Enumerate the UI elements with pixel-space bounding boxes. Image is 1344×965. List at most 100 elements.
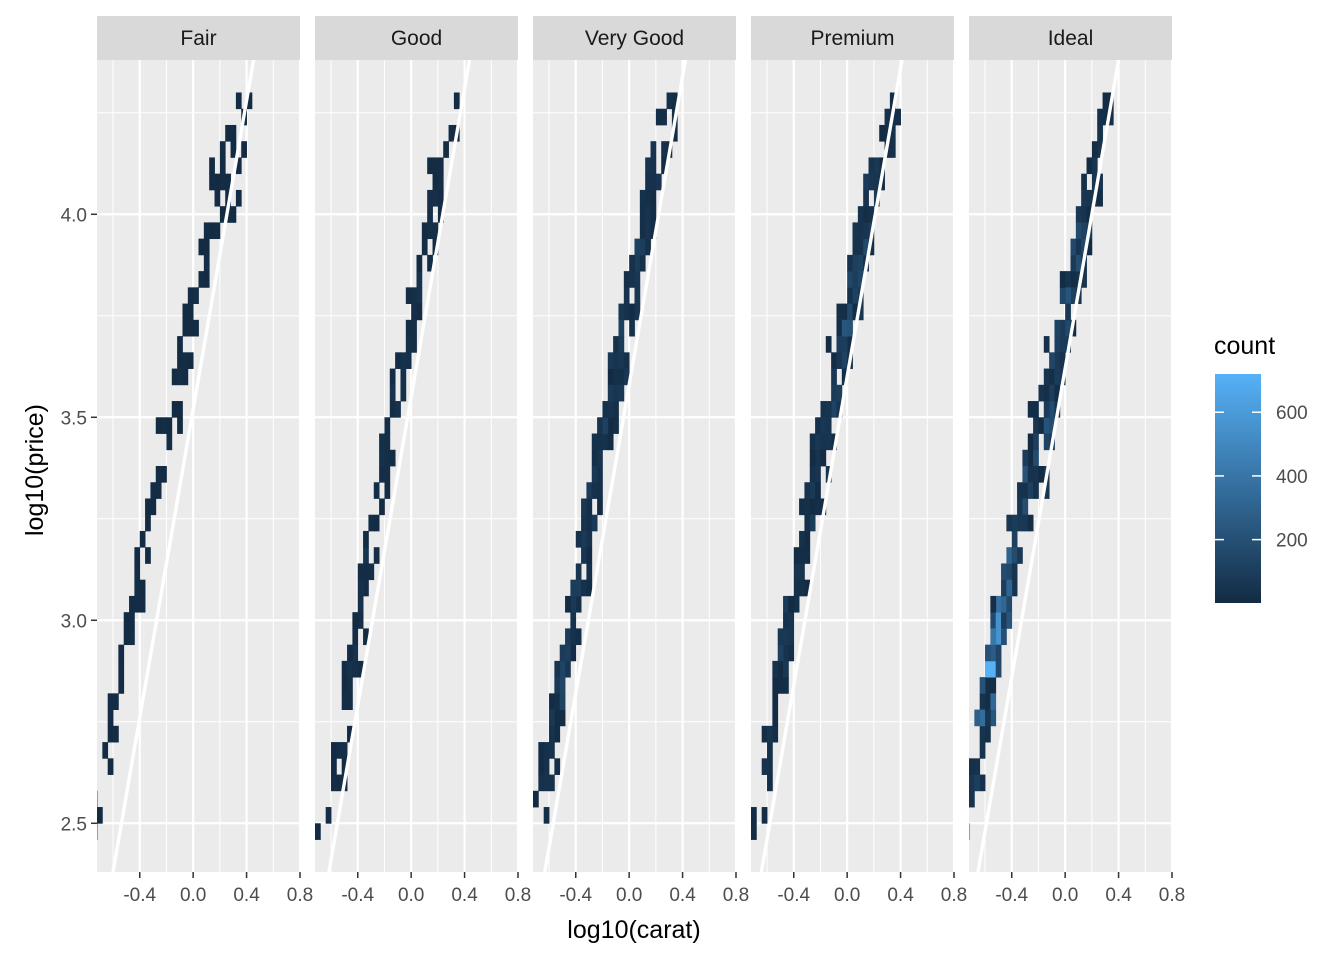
heatmap-tile (820, 401, 827, 418)
heatmap-tile (639, 238, 646, 256)
heatmap-tile (559, 677, 566, 694)
heatmap-tile (783, 677, 789, 694)
heatmap-tile (655, 108, 662, 126)
heatmap-tile (384, 466, 391, 483)
heatmap-tile (623, 368, 630, 386)
heatmap-tile (772, 709, 779, 727)
heatmap-tile (341, 758, 348, 775)
heatmap-tile (777, 628, 784, 646)
heatmap-tile (1065, 319, 1071, 337)
heatmap-tile (432, 222, 439, 240)
heatmap-tile (373, 482, 380, 499)
heatmap-tile (772, 677, 779, 694)
heatmap-tile (1006, 579, 1013, 597)
heatmap-tile (118, 677, 125, 694)
facet-strip-label: Good (391, 27, 442, 50)
heatmap-tile (389, 368, 396, 386)
heatmap-tile (379, 449, 385, 467)
heatmap-tile (139, 595, 146, 613)
heatmap-tile (554, 709, 561, 727)
heatmap-tile (384, 433, 391, 451)
heatmap-tile (597, 498, 603, 516)
heatmap-tile (357, 612, 364, 629)
heatmap-tile (416, 271, 423, 288)
heatmap-tile (123, 612, 130, 629)
heatmap-tile (1001, 628, 1007, 646)
heatmap-tile (868, 173, 875, 191)
heatmap-tile (379, 498, 385, 516)
heatmap-tile (979, 725, 986, 743)
heatmap-tile (645, 222, 651, 240)
heatmap-tile (1075, 271, 1082, 288)
y-tick-label: 4.0 (61, 205, 87, 226)
heatmap-tile (357, 660, 364, 678)
heatmap-tile (1070, 287, 1077, 304)
heatmap-tile (405, 352, 412, 369)
heatmap-tile (889, 124, 896, 142)
heatmap-tile (363, 547, 369, 564)
heatmap-tile (1001, 563, 1007, 581)
heatmap-tile (400, 352, 407, 369)
heatmap-tile (182, 303, 189, 321)
heatmap-tile (990, 644, 997, 662)
heatmap-tile (836, 303, 843, 321)
heatmap-tile (767, 758, 773, 775)
heatmap-tile (1065, 271, 1071, 288)
heatmap-tile (97, 790, 98, 808)
heatmap-tile (607, 433, 614, 451)
heatmap-tile (804, 579, 811, 597)
heatmap-tile (129, 595, 135, 613)
heatmap-tile (613, 417, 619, 434)
heatmap-tile (804, 514, 811, 532)
heatmap-tile (852, 254, 859, 272)
x-axis-title: log10(carat) (567, 916, 700, 944)
heatmap-tile (389, 401, 396, 418)
heatmap-tile (799, 498, 805, 516)
heatmap-tile (411, 287, 417, 304)
heatmap-tile (581, 530, 587, 548)
heatmap-tile (597, 449, 603, 467)
heatmap-tile (1097, 108, 1103, 126)
facet-panel-ideal: Ideal -0.4 0.0 0.4 0.8 (969, 16, 1185, 906)
heatmap-tile (1091, 141, 1098, 158)
heatmap-tile (357, 563, 364, 581)
heatmap-tile (443, 141, 449, 158)
facet-strip (315, 16, 518, 60)
heatmap-tile (857, 238, 864, 256)
heatmap-tile (985, 709, 991, 727)
facet-strip-label: Premium (810, 27, 894, 50)
heatmap-tile (341, 677, 348, 694)
heatmap-tile (1027, 466, 1034, 483)
heatmap-tile (607, 368, 614, 386)
facet-panel-premium: Premium -0.4 0.0 0.4 0.8 (751, 16, 967, 906)
heatmap-tile (107, 693, 114, 710)
heatmap-tile (1049, 401, 1055, 418)
heatmap-tile (1022, 449, 1029, 467)
x-tick-label: -0.4 (341, 885, 374, 906)
heatmap-tile (655, 173, 662, 191)
heatmap-tile (352, 612, 359, 629)
heatmap-tile (1001, 579, 1007, 597)
heatmap-tile (448, 124, 455, 142)
heatmap-tile (230, 124, 237, 142)
heatmap-tile (852, 238, 859, 256)
heatmap-tile (671, 92, 678, 110)
facet-strip (533, 16, 736, 60)
heatmap-tile (352, 628, 359, 646)
heatmap-tile (645, 206, 651, 223)
heatmap-tile (575, 530, 582, 548)
heatmap-tile (820, 433, 827, 451)
heatmap-tile (629, 319, 635, 337)
heatmap-tile (671, 124, 678, 142)
heatmap-tile (985, 677, 991, 694)
x-tick-label: -0.4 (777, 885, 810, 906)
heatmap-tile (432, 173, 439, 191)
heatmap-tile (825, 401, 832, 418)
heatmap-tile (1043, 401, 1050, 418)
heatmap-tile (591, 449, 598, 467)
heatmap-tile (825, 417, 832, 434)
heatmap-tile (341, 742, 348, 759)
heatmap-tile (645, 173, 651, 191)
heatmap-tile (166, 433, 173, 451)
heatmap-tile (379, 466, 385, 483)
